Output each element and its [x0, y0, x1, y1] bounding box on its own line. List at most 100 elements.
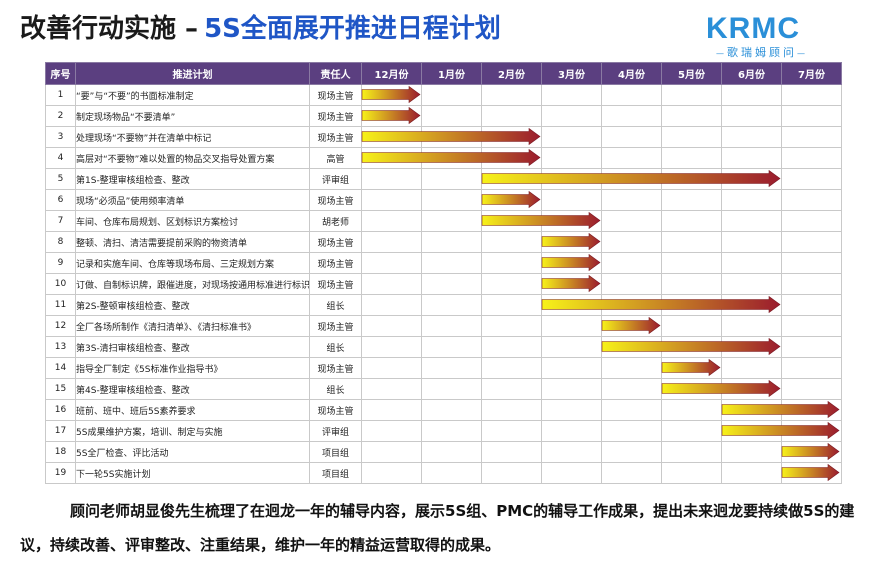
- month-cell: [541, 315, 602, 337]
- month-cell: [361, 357, 422, 379]
- responsible-person: 现场主管: [309, 315, 362, 337]
- month-cell: [541, 126, 602, 148]
- caption-text: 顾问老师胡显俊先生梳理了在迥龙一年的辅导内容，展示5S组、PMC的辅导工作成果，…: [20, 502, 855, 554]
- month-cell: [721, 168, 782, 190]
- month-cell: [361, 252, 422, 274]
- month-cell: [361, 441, 422, 463]
- plan-item: 记录和实施车间、仓库等现场布局、三定规划方案: [75, 252, 310, 274]
- responsible-person: 项目组: [309, 462, 362, 484]
- table-row: 3 处理现场“不要物”并在清单中标记 现场主管: [45, 126, 842, 148]
- month-cell: [421, 420, 482, 442]
- month-cell: [541, 336, 602, 358]
- month-cell: [481, 105, 542, 127]
- month-cell: [721, 252, 782, 274]
- page-title-highlight: 5S全面展开推进日程计划: [204, 14, 501, 44]
- month-cell: [421, 189, 482, 211]
- month-cell: [481, 462, 542, 484]
- month-cell: [421, 378, 482, 400]
- table-row: 17 5S成果维护方案，培训、制定与实施 评审组: [45, 420, 842, 442]
- plan-item: 现场“必须品”使用频率清单: [75, 189, 310, 211]
- responsible-person: 项目组: [309, 441, 362, 463]
- month-cell: [421, 357, 482, 379]
- row-number: 4: [45, 147, 76, 169]
- month-cell: [781, 462, 842, 484]
- month-cell: [481, 294, 542, 316]
- table-row: 5 第1S-整理审核组检查、整改 评审组: [45, 168, 842, 190]
- table-row: 14 指导全厂制定《5S标准作业指导书》 现场主管: [45, 357, 842, 379]
- month-cell: [361, 294, 422, 316]
- responsible-person: 现场主管: [309, 273, 362, 295]
- gantt-schedule: 序号 推进计划 责任人 12月份 1月份 2月份 3月份 4月份 5月份 6月份…: [45, 62, 842, 484]
- month-cell: [601, 168, 662, 190]
- month-cell: [661, 357, 722, 379]
- month-cell: [361, 399, 422, 421]
- month-cell: [601, 399, 662, 421]
- month-cell: [481, 84, 542, 106]
- row-number: 7: [45, 210, 76, 232]
- month-cell: [781, 231, 842, 253]
- logo-subtitle: 歌瑞姆顾问: [706, 44, 818, 60]
- plan-item: 指导全厂制定《5S标准作业指导书》: [75, 357, 310, 379]
- plan-item: 第3S-清扫审核组检查、整改: [75, 336, 310, 358]
- month-cell: [541, 378, 602, 400]
- column-header: 2月份: [481, 62, 542, 85]
- month-cell: [361, 315, 422, 337]
- month-cell: [361, 189, 422, 211]
- table-row: 2 制定现场物品“不要清单” 现场主管: [45, 105, 842, 127]
- column-header: 1月份: [421, 62, 482, 85]
- month-cell: [601, 294, 662, 316]
- month-cell: [721, 336, 782, 358]
- page-title-main: 改善行动实施 –: [20, 14, 199, 44]
- month-cell: [361, 147, 422, 169]
- month-cell: [661, 210, 722, 232]
- month-cell: [361, 84, 422, 106]
- month-cell: [541, 294, 602, 316]
- month-cell: [541, 399, 602, 421]
- month-cell: [361, 462, 422, 484]
- table-row: 18 5S全厂检查、评比活动 项目组: [45, 441, 842, 463]
- responsible-person: 现场主管: [309, 357, 362, 379]
- month-cell: [541, 441, 602, 463]
- month-cell: [721, 147, 782, 169]
- responsible-person: 胡老师: [309, 210, 362, 232]
- column-header: 5月份: [661, 62, 722, 85]
- table-row: 15 第4S-整理审核组检查、整改 组长: [45, 378, 842, 400]
- responsible-person: 现场主管: [309, 126, 362, 148]
- month-cell: [421, 441, 482, 463]
- row-number: 8: [45, 231, 76, 253]
- month-cell: [601, 84, 662, 106]
- month-cell: [601, 252, 662, 274]
- plan-item: 下一轮5S实施计划: [75, 462, 310, 484]
- column-header: 7月份: [781, 62, 842, 85]
- month-cell: [601, 189, 662, 211]
- month-cell: [481, 126, 542, 148]
- responsible-person: 现场主管: [309, 105, 362, 127]
- month-cell: [481, 189, 542, 211]
- table-row: 7 车间、仓库布局规划、区划标识方案检讨 胡老师: [45, 210, 842, 232]
- month-cell: [781, 420, 842, 442]
- column-header: 3月份: [541, 62, 602, 85]
- month-cell: [421, 126, 482, 148]
- row-number: 1: [45, 84, 76, 106]
- month-cell: [541, 168, 602, 190]
- row-number: 15: [45, 378, 76, 400]
- row-number: 17: [45, 420, 76, 442]
- month-cell: [661, 441, 722, 463]
- company-logo: KRMC 歌瑞姆顾问: [706, 14, 846, 60]
- month-cell: [421, 105, 482, 127]
- month-cell: [781, 189, 842, 211]
- plan-item: 车间、仓库布局规划、区划标识方案检讨: [75, 210, 310, 232]
- row-number: 6: [45, 189, 76, 211]
- responsible-person: 评审组: [309, 420, 362, 442]
- month-cell: [781, 336, 842, 358]
- plan-item: 5S成果维护方案，培训、制定与实施: [75, 420, 310, 442]
- plan-item: 制定现场物品“不要清单”: [75, 105, 310, 127]
- table-header-row: 序号 推进计划 责任人 12月份 1月份 2月份 3月份 4月份 5月份 6月份…: [45, 62, 842, 85]
- table-row: 9 记录和实施车间、仓库等现场布局、三定规划方案 现场主管: [45, 252, 842, 274]
- month-cell: [781, 168, 842, 190]
- month-cell: [721, 441, 782, 463]
- month-cell: [781, 252, 842, 274]
- month-cell: [421, 210, 482, 232]
- month-cell: [421, 84, 482, 106]
- month-cell: [661, 273, 722, 295]
